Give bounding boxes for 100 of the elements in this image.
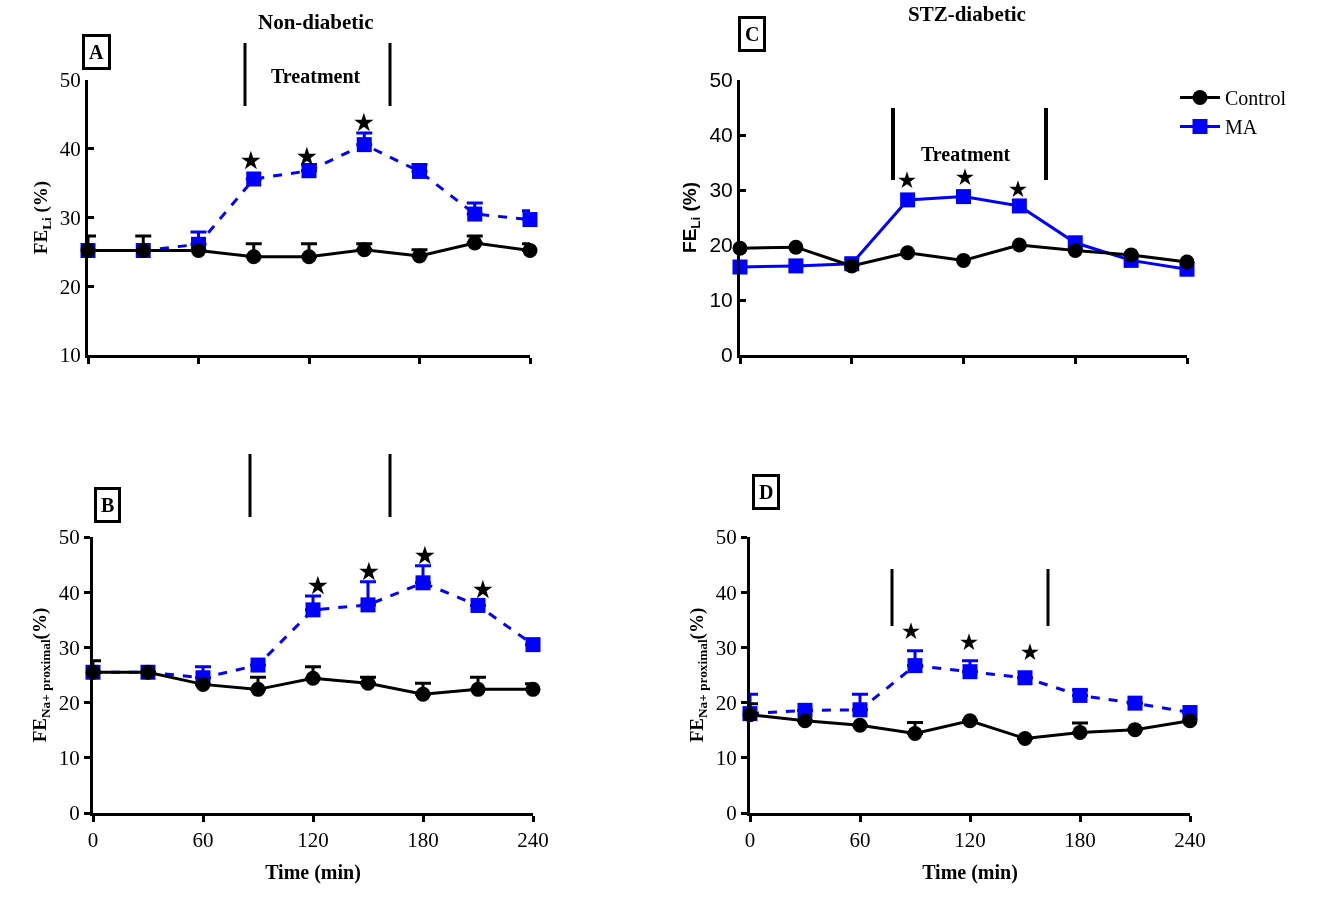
point: [250, 681, 266, 697]
point: [907, 658, 923, 674]
x-tick-label: 0: [744, 828, 756, 853]
point: [788, 258, 804, 274]
point: [415, 686, 431, 702]
point: [1017, 730, 1033, 746]
annotation: ★: [473, 576, 493, 602]
annotation: ★: [359, 558, 379, 584]
point: [360, 675, 376, 691]
y-tick-label: 50: [715, 525, 737, 550]
x-tick-label: 0: [87, 828, 99, 853]
point: [907, 726, 923, 741]
y-tick-label: 10: [715, 746, 737, 771]
point: [525, 637, 541, 653]
point: [360, 597, 376, 613]
point: [962, 664, 978, 680]
x-tick-label: 120: [954, 828, 986, 853]
legend-label: MA: [1225, 116, 1258, 139]
y-tick-label: 10: [58, 746, 80, 771]
y-tick-label: 30: [59, 205, 81, 230]
annotation: ★: [415, 542, 435, 568]
text: D: [759, 481, 774, 503]
chart-title: STZ-diabetic: [908, 2, 1026, 26]
point: [412, 248, 427, 264]
point: [1067, 243, 1083, 258]
point: [301, 249, 317, 265]
point: [1179, 254, 1195, 270]
chart-title: Non-diabetic: [258, 10, 374, 34]
annotation: ★: [956, 166, 974, 188]
point: [250, 657, 266, 673]
y-tick-label: 0: [721, 343, 733, 367]
annotation: Treatment: [921, 143, 1011, 165]
x-axis-title: Time (min): [265, 860, 361, 884]
y-tick-label: 40: [715, 580, 737, 605]
y-tick-label: 10: [59, 343, 81, 368]
annotation: ★: [308, 572, 328, 598]
y-tick-label: 30: [709, 178, 733, 202]
y-tick-label: 10: [709, 288, 733, 312]
y-tick-label: 20: [715, 690, 737, 715]
text: B: [101, 494, 115, 516]
x-tick-label: 180: [407, 828, 439, 853]
y-tick-label: 40: [58, 580, 80, 605]
point: [1011, 198, 1027, 214]
y-tick-label: 40: [709, 123, 733, 147]
x-axis-title: Time (min): [922, 860, 1018, 884]
x-tick-label: 120: [297, 828, 329, 853]
point: [525, 681, 541, 697]
annotation: ★: [297, 143, 317, 169]
point: [467, 206, 483, 222]
y-tick-label: 0: [726, 801, 737, 826]
x-tick-label: 240: [1174, 828, 1206, 853]
annotation: ★: [1009, 178, 1027, 200]
y-tick-label: 20: [709, 233, 733, 257]
x-tick-label: 60: [849, 828, 871, 853]
point: [956, 189, 971, 205]
point: [1127, 722, 1143, 738]
legend-label: Control: [1225, 87, 1287, 110]
y-tick-label: 30: [58, 635, 80, 660]
y-tick-label: 50: [59, 68, 81, 93]
point: [415, 575, 431, 591]
point: [195, 676, 211, 692]
point: [1017, 670, 1033, 686]
annotation: ★: [1021, 641, 1039, 663]
point: [522, 212, 538, 228]
point: [900, 192, 916, 208]
x-tick-label: 240: [517, 828, 549, 853]
point: [1072, 724, 1088, 740]
x-tick-label: 180: [1064, 828, 1096, 853]
y-tick-label: 40: [59, 137, 81, 162]
point: [246, 171, 262, 187]
point: [470, 681, 486, 697]
x-tick-label: 60: [192, 828, 214, 853]
annotation: ★: [960, 631, 978, 653]
point: [900, 245, 916, 261]
text: C: [745, 23, 760, 45]
point: [470, 597, 486, 613]
point: [191, 243, 206, 258]
y-tick-label: 0: [69, 801, 80, 826]
point: [467, 235, 483, 251]
point: [962, 713, 978, 729]
text: A: [89, 41, 104, 63]
annotation: ★: [902, 620, 920, 642]
point: [1127, 695, 1143, 711]
y-tick-label: 20: [58, 690, 80, 715]
point: [788, 239, 804, 255]
point: [1072, 687, 1088, 703]
point: [305, 602, 321, 618]
point: [356, 242, 372, 258]
point: [852, 702, 868, 718]
point: [956, 252, 971, 268]
point: [246, 249, 262, 265]
y-tick-label: 50: [709, 68, 733, 92]
annotation: ★: [898, 169, 916, 191]
point: [797, 713, 813, 729]
y-tick-label: 20: [59, 274, 81, 299]
point: [852, 717, 868, 733]
y-tick-label: 30: [715, 635, 737, 660]
annotation: ★: [354, 109, 374, 135]
annotation: ★: [241, 147, 261, 173]
annotation: Treatment: [271, 65, 361, 87]
